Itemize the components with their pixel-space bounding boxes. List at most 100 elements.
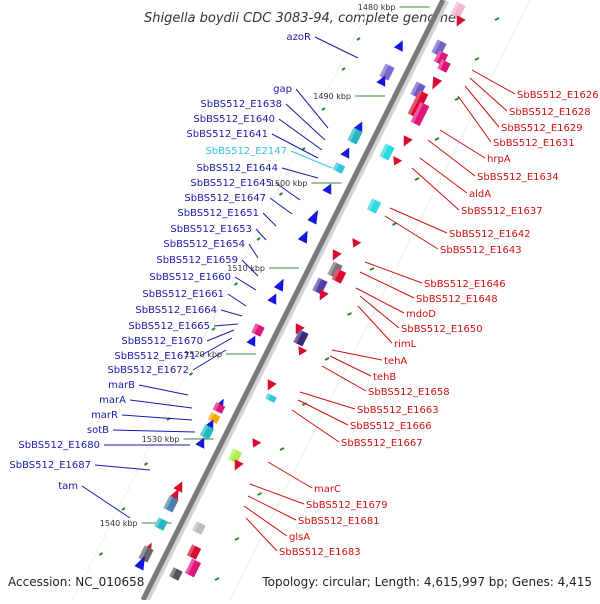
right-gene-label[interactable]: SbBS512_E1663 [357, 405, 439, 416]
gene-block-shape [207, 412, 221, 424]
right-label-connector [329, 355, 372, 377]
gene-block-shape [379, 143, 395, 161]
gene-arrow [252, 438, 262, 448]
right-gene-label[interactable]: SbBS512_E1626 [517, 90, 599, 101]
left-label-connector [248, 243, 259, 259]
left-gene-label[interactable]: SbBS512_E1660 [149, 272, 231, 283]
left-gene-label[interactable]: SbBS512_E1659 [156, 255, 238, 266]
right-gene-label[interactable]: SbBS512_E1681 [298, 516, 380, 527]
gene-block-shape [410, 101, 430, 127]
kbp-tick-label: 1510 kbp [227, 264, 265, 273]
lane-marker [214, 577, 220, 581]
left-gene-label[interactable]: SbBS512_E1664 [135, 305, 217, 316]
right-gene-label[interactable]: marC [314, 484, 341, 495]
gene-block-shape [212, 402, 226, 414]
gene-arrow-shape [332, 249, 342, 261]
left-label-connector [121, 414, 193, 421]
gene-arrow-shape [456, 15, 466, 27]
gene-arrow-shape [267, 379, 277, 391]
left-gene-label[interactable]: SbBS512_E1665 [128, 321, 210, 332]
gene-block [347, 127, 363, 145]
right-gene-label[interactable]: aldA [469, 189, 491, 200]
lane-marker [434, 137, 440, 141]
left-gene-label[interactable]: SbBS512_E1641 [186, 129, 268, 140]
right-gene-label[interactable]: SbBS512_E1631 [493, 138, 575, 149]
right-label-connector [464, 85, 500, 128]
left-gene-label[interactable]: marA [99, 395, 126, 406]
right-gene-label[interactable]: SbBS512_E1646 [424, 279, 506, 290]
left-gene-label[interactable]: marB [108, 380, 135, 391]
left-gene-label[interactable]: sotB [87, 425, 109, 436]
right-gene-label[interactable]: glsA [289, 532, 310, 543]
right-gene-label[interactable]: SbBS512_E1629 [501, 123, 583, 134]
left-gene-label[interactable]: SbBS512_E1645 [190, 178, 272, 189]
left-label-connector [112, 429, 196, 433]
left-gene-label[interactable]: SbBS512_E1638 [200, 99, 282, 110]
gene-block-shape [184, 558, 202, 578]
left-gene-label[interactable]: SbBS512_E2147 [205, 146, 287, 157]
gene-arrow-shape [168, 488, 179, 502]
left-gene-label[interactable]: azoR [287, 32, 311, 43]
left-gene-label[interactable]: marR [91, 410, 118, 421]
right-gene-label[interactable]: SbBS512_E1679 [306, 500, 388, 511]
right-gene-label[interactable]: tehA [384, 356, 407, 367]
gene-arrow-shape [432, 76, 443, 90]
left-label-connector [220, 309, 243, 317]
right-gene-label[interactable]: hrpA [487, 154, 511, 165]
lane-marker [279, 447, 285, 451]
left-gene-label[interactable]: SbBS512_E1653 [170, 224, 252, 235]
left-gene-label[interactable]: tam [58, 481, 78, 492]
lane-marker [302, 402, 307, 406]
left-label-connector [295, 88, 329, 129]
gene-block-shine [379, 143, 389, 158]
right-gene-label[interactable]: mdoD [406, 309, 436, 320]
right-label-connector [471, 69, 516, 95]
gene-arrow [267, 293, 277, 305]
left-gene-label[interactable]: SbBS512_E1651 [177, 208, 259, 219]
gene-block-shine [199, 424, 209, 437]
left-gene-label[interactable]: SbBS512_E1670 [121, 336, 203, 347]
label-connector-layer [81, 36, 516, 552]
gene-arrow [295, 323, 305, 335]
right-gene-label[interactable]: SbBS512_E1643 [440, 245, 522, 256]
right-gene-label[interactable]: tehB [373, 372, 396, 383]
left-gene-label[interactable]: gap [273, 84, 292, 95]
right-gene-label[interactable]: SbBS512_E1634 [477, 172, 559, 183]
kbp-tick-label: 1530 kbp [142, 435, 180, 444]
gene-block [332, 162, 346, 174]
lane-marker [356, 37, 361, 41]
lane-marker [257, 492, 262, 496]
left-gene-label[interactable]: SbBS512_E1644 [196, 163, 278, 174]
gene-arrow-shape [403, 135, 413, 147]
left-gene-label[interactable]: SbBS512_E1687 [9, 460, 91, 471]
gene-arrow [403, 135, 413, 147]
gene-arrow [376, 75, 386, 87]
left-gene-label[interactable]: SbBS512_E1661 [142, 289, 224, 300]
right-gene-label[interactable]: SbBS512_E1628 [509, 107, 591, 118]
right-label-connector [297, 399, 349, 426]
left-label-connector [241, 259, 259, 277]
right-gene-label[interactable]: rimL [394, 339, 417, 350]
gene-arrow [246, 335, 256, 347]
gene-block-shape [366, 198, 382, 214]
right-gene-label[interactable]: SbBS512_E1666 [350, 421, 432, 432]
gene-block-shape [332, 162, 346, 174]
left-label-connector [227, 293, 247, 307]
right-gene-label[interactable]: SbBS512_E1667 [341, 438, 423, 449]
left-gene-label[interactable]: SbBS512_E1671 [114, 351, 196, 362]
gene-block-shape [169, 567, 183, 581]
gene-block-shine [431, 39, 441, 54]
right-gene-label[interactable]: SbBS512_E1642 [449, 229, 531, 240]
right-label-connector [357, 305, 393, 344]
left-label-connector [94, 464, 151, 471]
right-gene-label[interactable]: SbBS512_E1658 [368, 387, 450, 398]
left-gene-label[interactable]: SbBS512_E1647 [184, 193, 266, 204]
right-gene-label[interactable]: SbBS512_E1637 [461, 206, 543, 217]
left-gene-label[interactable]: SbBS512_E1654 [163, 239, 245, 250]
left-gene-label[interactable]: SbBS512_E1640 [193, 114, 275, 125]
right-gene-label[interactable]: SbBS512_E1683 [279, 547, 361, 558]
right-gene-label[interactable]: SbBS512_E1650 [401, 324, 483, 335]
right-gene-label[interactable]: SbBS512_E1648 [416, 294, 498, 305]
left-gene-label[interactable]: SbBS512_E1680 [18, 440, 100, 451]
left-gene-label[interactable]: SbBS512_E1672 [107, 365, 189, 376]
